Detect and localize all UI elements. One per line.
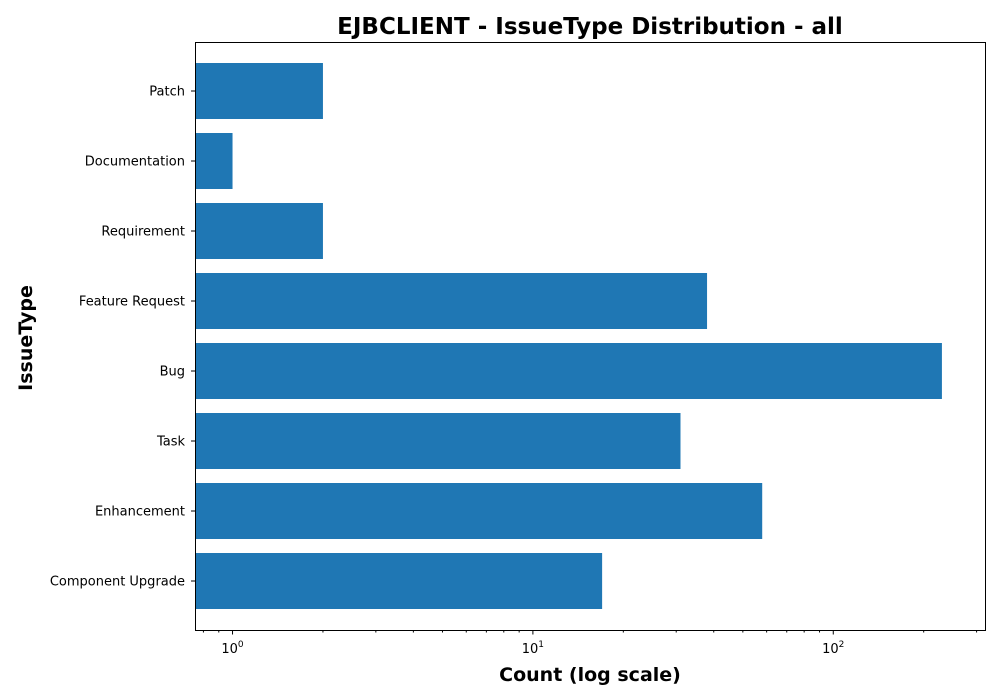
y-tick-label-component-upgrade: Component Upgrade [50,575,185,590]
y-axis-label: IssueType [15,285,37,391]
bar-patch [195,63,323,119]
bar-requirement [195,203,323,259]
x-tick-label-0: 100 [221,640,244,657]
bar-feature-request [195,273,708,329]
y-tick-label-requirement: Requirement [101,225,185,240]
y-tick-label-documentation: Documentation [85,155,185,170]
x-axis: 100 101 102 [202,630,978,657]
y-tick-label-task: Task [156,435,186,450]
y-tick-label-enhancement: Enhancement [95,505,185,520]
bars-layer [195,63,942,609]
bar-component-upgrade [195,553,603,609]
y-tick-label-patch: Patch [149,85,185,100]
bar-enhancement [195,483,763,539]
chart-title: EJBCLIENT - IssueType Distribution - all [337,14,843,40]
y-tick-label-bug: Bug [160,365,185,380]
bar-bug [195,343,942,399]
bar-task [195,413,681,469]
bar-documentation [195,133,233,189]
plot-frame [195,42,986,631]
y-axis: Component Upgrade Enhancement Task Bug Featu… [50,85,195,590]
y-tick-label-feature-request: Feature Request [79,295,185,310]
x-tick-label-2: 102 [822,640,844,657]
x-axis-label: Count (log scale) [499,664,681,686]
x-tick-label-1: 101 [522,640,544,657]
